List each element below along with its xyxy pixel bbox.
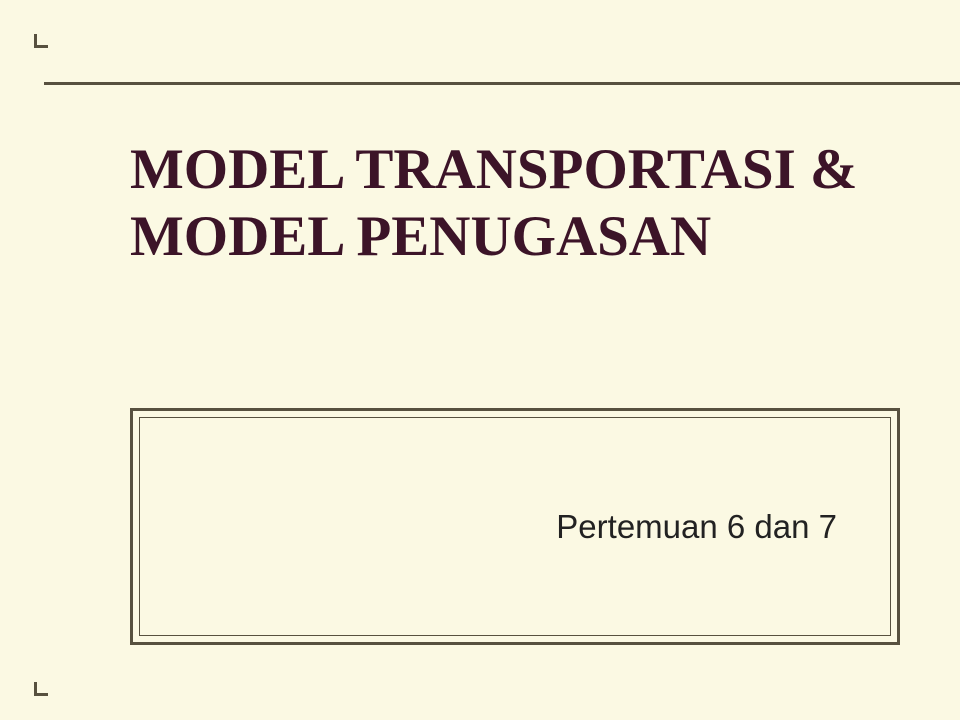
top-rule xyxy=(44,82,960,85)
slide-subtitle: Pertemuan 6 dan 7 xyxy=(556,508,837,546)
slide-title: MODEL TRANSPORTASI & MODEL PENUGASAN xyxy=(130,136,900,271)
subtitle-box-outer: Pertemuan 6 dan 7 xyxy=(130,408,900,645)
corner-marker-top-left xyxy=(34,34,48,48)
slide: MODEL TRANSPORTASI & MODEL PENUGASAN Per… xyxy=(0,0,960,720)
corner-marker-bottom-left xyxy=(34,682,48,696)
